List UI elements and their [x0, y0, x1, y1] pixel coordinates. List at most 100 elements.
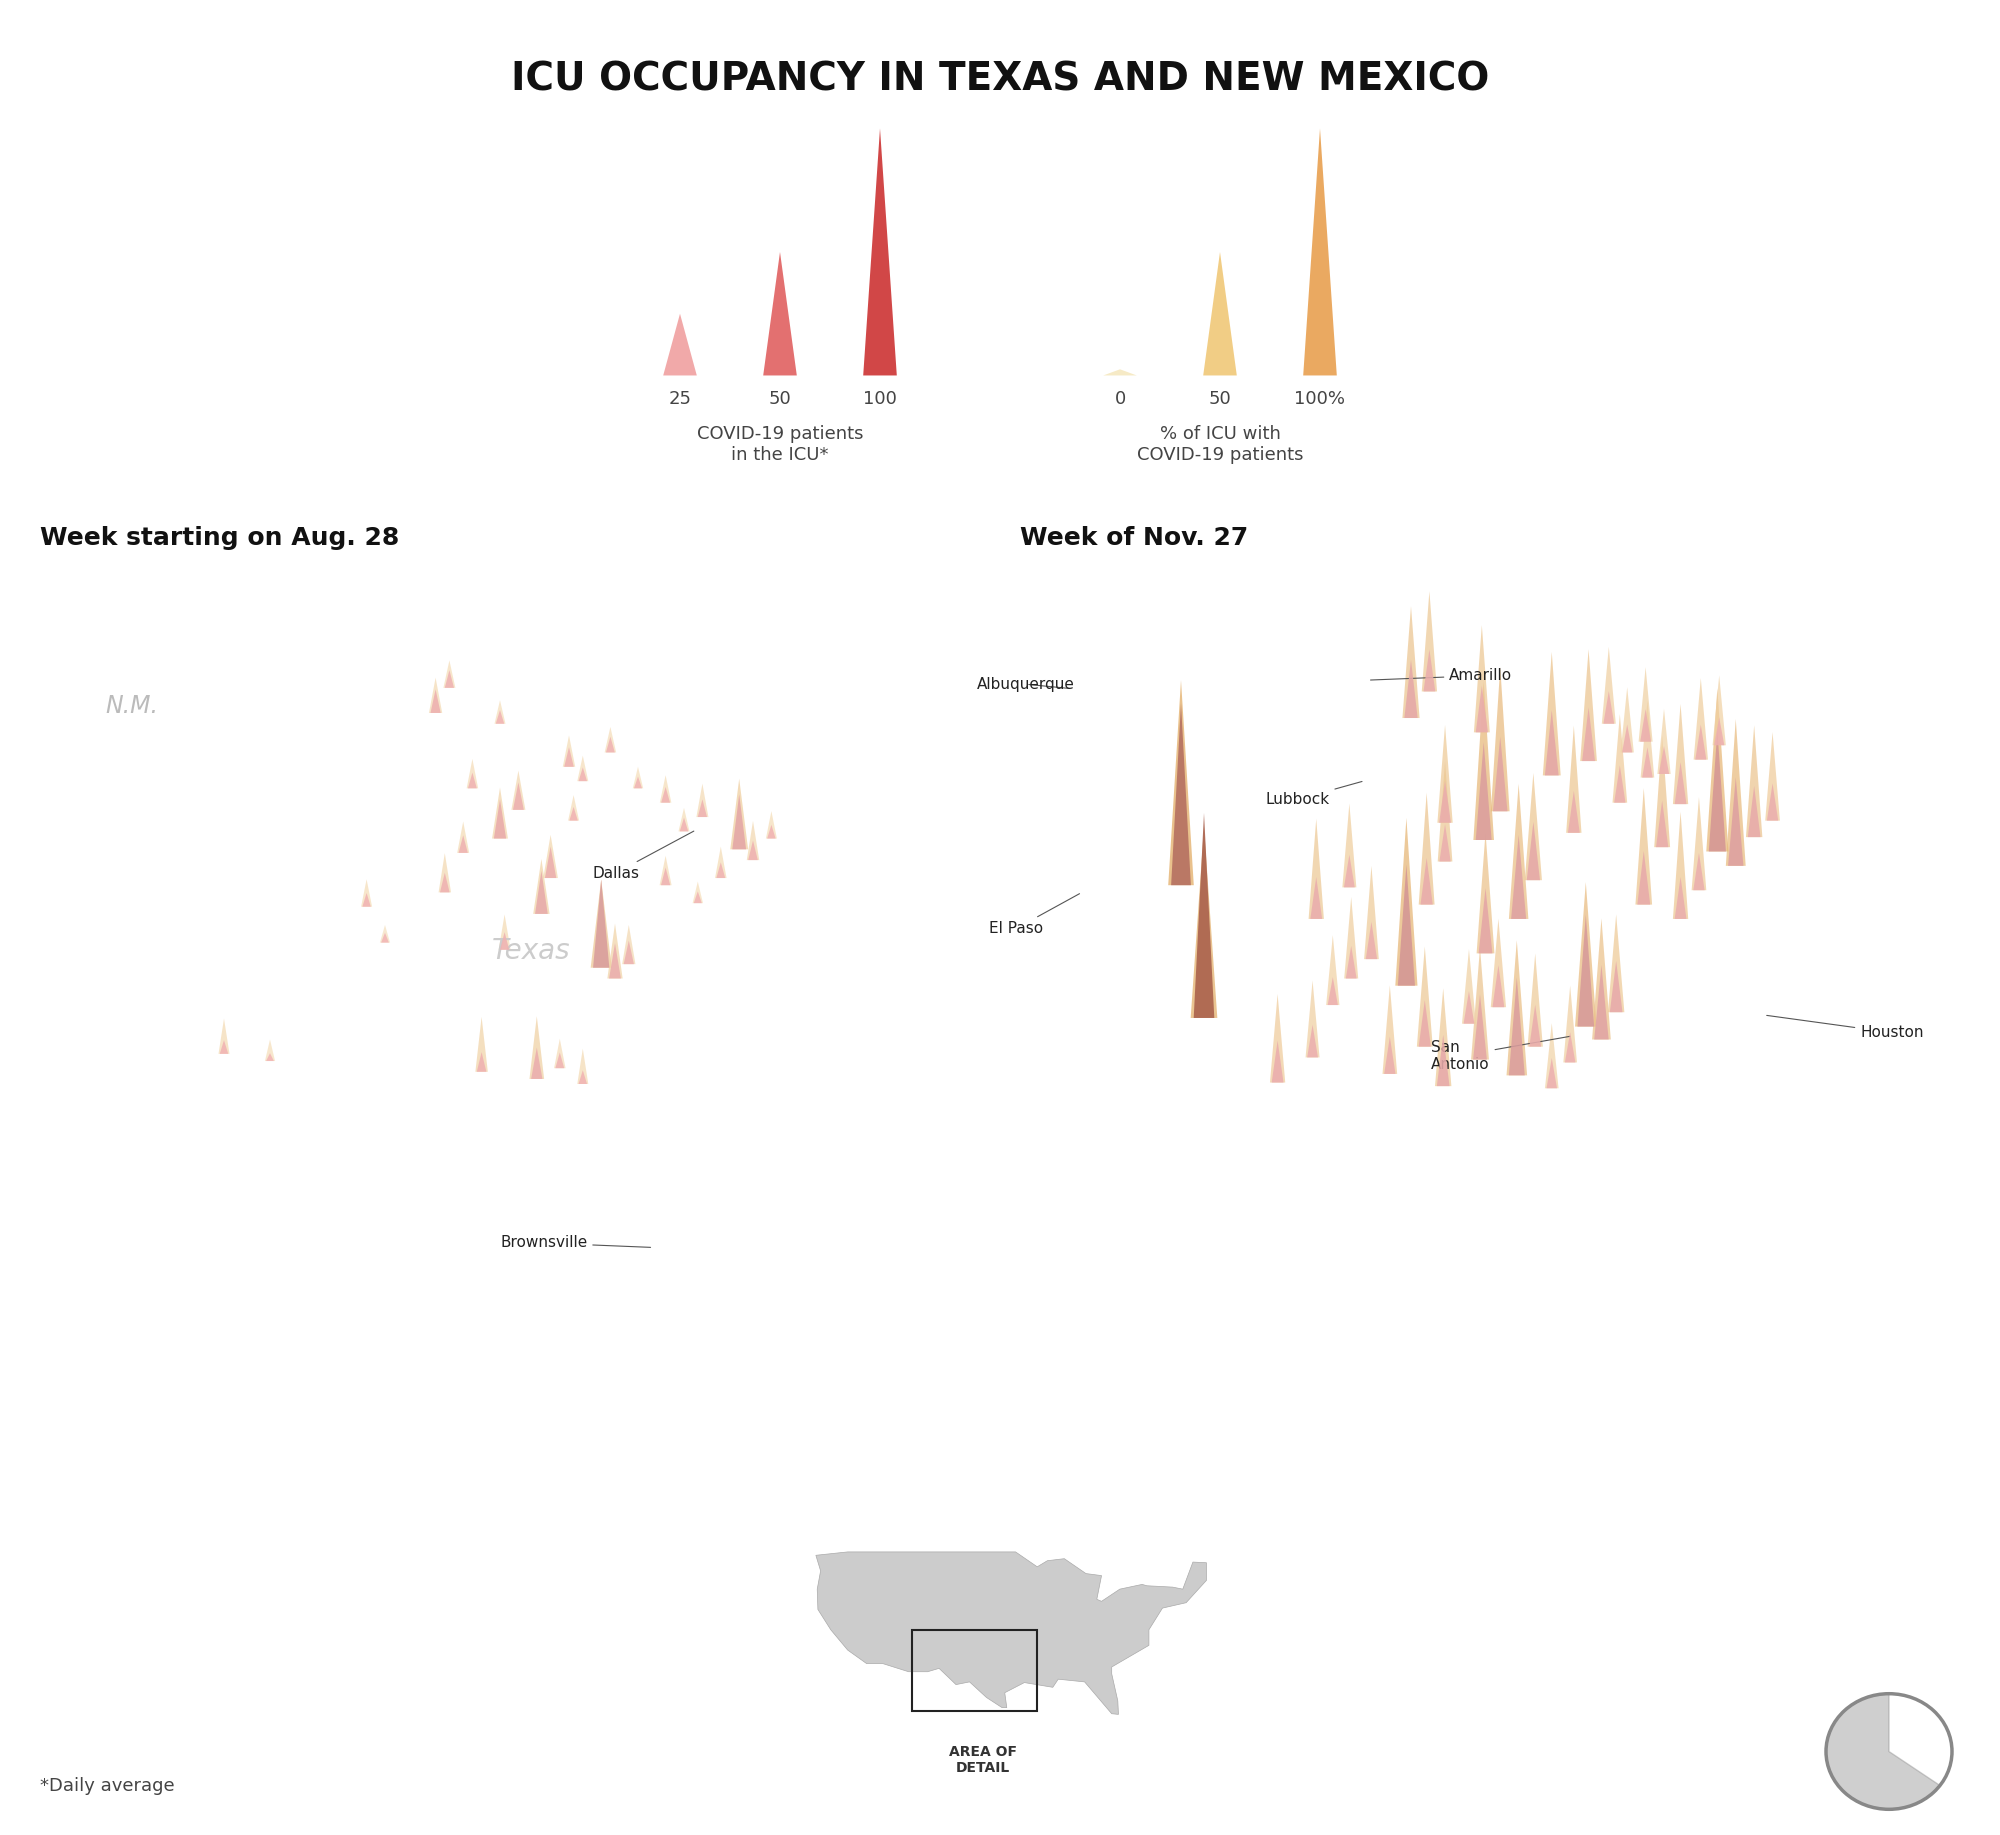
- Polygon shape: [1696, 725, 1706, 760]
- Polygon shape: [732, 795, 746, 850]
- Polygon shape: [1474, 681, 1494, 840]
- Polygon shape: [746, 820, 760, 861]
- Text: Houston: Houston: [1766, 1015, 1924, 1040]
- Polygon shape: [562, 736, 576, 767]
- Bar: [912, 1629, 1038, 1710]
- Polygon shape: [1636, 787, 1652, 905]
- Polygon shape: [678, 807, 690, 831]
- Polygon shape: [1472, 947, 1488, 1059]
- Polygon shape: [1344, 897, 1358, 978]
- Polygon shape: [1766, 732, 1780, 820]
- Polygon shape: [1712, 675, 1726, 745]
- Polygon shape: [578, 756, 588, 782]
- Polygon shape: [220, 1040, 228, 1053]
- Polygon shape: [1420, 859, 1432, 905]
- Polygon shape: [1270, 995, 1286, 1083]
- Polygon shape: [492, 787, 508, 839]
- Polygon shape: [554, 1039, 566, 1068]
- Polygon shape: [590, 879, 612, 967]
- Polygon shape: [1654, 736, 1670, 848]
- Polygon shape: [1578, 914, 1594, 1026]
- Polygon shape: [512, 782, 524, 809]
- Polygon shape: [1364, 866, 1378, 960]
- Polygon shape: [568, 795, 580, 820]
- Polygon shape: [534, 859, 550, 914]
- Polygon shape: [494, 800, 506, 839]
- Polygon shape: [1476, 741, 1492, 840]
- Polygon shape: [1272, 1040, 1284, 1083]
- Polygon shape: [694, 892, 702, 903]
- Polygon shape: [748, 840, 758, 861]
- Polygon shape: [1418, 1000, 1430, 1046]
- Polygon shape: [430, 690, 440, 714]
- Text: Week of Nov. 27: Week of Nov. 27: [1020, 527, 1248, 550]
- Polygon shape: [1328, 976, 1338, 1006]
- Polygon shape: [1602, 646, 1616, 723]
- Polygon shape: [604, 727, 616, 752]
- Polygon shape: [362, 894, 370, 906]
- Polygon shape: [1640, 701, 1654, 778]
- Polygon shape: [1168, 681, 1194, 884]
- Polygon shape: [864, 128, 896, 376]
- Polygon shape: [1366, 921, 1378, 960]
- Polygon shape: [622, 925, 636, 963]
- Polygon shape: [1440, 824, 1450, 861]
- Polygon shape: [1490, 919, 1506, 1007]
- Polygon shape: [1638, 668, 1652, 741]
- Polygon shape: [624, 941, 634, 963]
- Polygon shape: [444, 661, 456, 688]
- Text: COVID-19 patients
in the ICU*: COVID-19 patients in the ICU*: [696, 426, 864, 464]
- Polygon shape: [1308, 818, 1324, 919]
- Text: 50: 50: [768, 391, 792, 409]
- Polygon shape: [1640, 708, 1652, 741]
- Polygon shape: [476, 1051, 486, 1072]
- Polygon shape: [1326, 936, 1340, 1006]
- Polygon shape: [498, 914, 510, 951]
- Polygon shape: [1172, 703, 1190, 884]
- Polygon shape: [1582, 708, 1596, 762]
- Text: 100%: 100%: [1294, 391, 1346, 409]
- Polygon shape: [680, 818, 688, 831]
- Polygon shape: [1546, 1059, 1558, 1088]
- Polygon shape: [440, 873, 450, 892]
- Polygon shape: [1492, 965, 1504, 1007]
- Polygon shape: [1304, 128, 1336, 376]
- Text: Amarillo: Amarillo: [1370, 668, 1512, 683]
- Polygon shape: [1658, 708, 1670, 774]
- Polygon shape: [716, 846, 726, 877]
- Polygon shape: [1310, 877, 1322, 919]
- Polygon shape: [1530, 1006, 1542, 1046]
- Polygon shape: [458, 822, 470, 853]
- Polygon shape: [1694, 853, 1704, 890]
- Polygon shape: [1404, 661, 1418, 717]
- Polygon shape: [660, 855, 672, 884]
- Text: Brownsville: Brownsville: [500, 1235, 650, 1250]
- Polygon shape: [1714, 717, 1724, 745]
- Polygon shape: [716, 862, 726, 877]
- Polygon shape: [1576, 883, 1596, 1026]
- Polygon shape: [1568, 791, 1580, 833]
- Polygon shape: [264, 1039, 276, 1061]
- Text: ICU OCCUPANCY IN TEXAS AND NEW MEXICO: ICU OCCUPANCY IN TEXAS AND NEW MEXICO: [510, 61, 1490, 99]
- Polygon shape: [1580, 650, 1596, 762]
- Polygon shape: [476, 1017, 488, 1072]
- Polygon shape: [578, 1048, 588, 1084]
- Polygon shape: [764, 251, 796, 376]
- Polygon shape: [1438, 725, 1452, 822]
- Polygon shape: [428, 677, 442, 714]
- Polygon shape: [662, 787, 670, 802]
- Polygon shape: [1402, 606, 1420, 717]
- Polygon shape: [496, 710, 504, 723]
- Polygon shape: [1398, 864, 1414, 985]
- Polygon shape: [1476, 686, 1488, 732]
- Polygon shape: [1524, 773, 1542, 881]
- Text: AREA OF
DETAIL: AREA OF DETAIL: [950, 1745, 1018, 1774]
- Polygon shape: [1474, 995, 1486, 1059]
- Polygon shape: [266, 1053, 274, 1061]
- Polygon shape: [608, 923, 622, 978]
- Polygon shape: [1544, 1024, 1558, 1088]
- Polygon shape: [1344, 855, 1354, 888]
- Polygon shape: [1194, 813, 1214, 1018]
- Text: Albuquerque: Albuquerque: [978, 677, 1074, 692]
- Polygon shape: [468, 773, 476, 789]
